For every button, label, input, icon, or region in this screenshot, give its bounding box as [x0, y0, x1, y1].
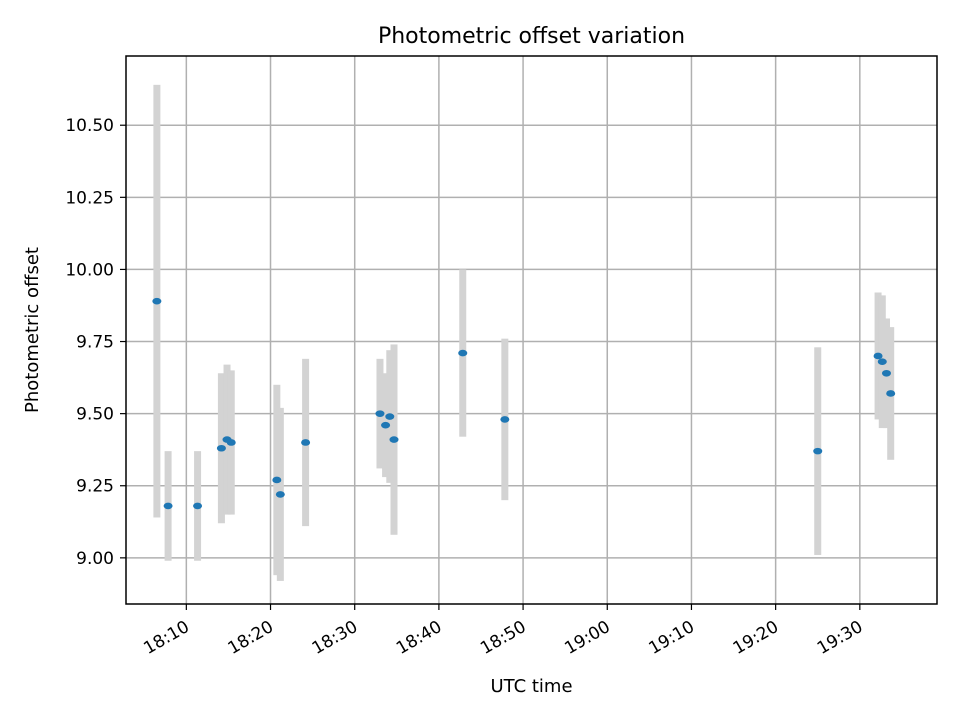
data-point: [877, 358, 887, 366]
x-axis-label: UTC time: [490, 676, 572, 697]
data-point: [873, 352, 883, 360]
y-tick-label: 9.75: [76, 333, 114, 353]
x-tick-label: 18:50: [477, 617, 529, 659]
y-tick-label: 10.25: [65, 188, 114, 208]
data-point: [886, 390, 896, 397]
x-tick-label: 18:20: [225, 617, 277, 659]
data-point: [389, 436, 399, 443]
y-tick-label: 9.50: [76, 405, 114, 425]
y-tick-label: 10.50: [65, 116, 114, 136]
x-tick-label: 18:40: [393, 617, 445, 659]
data-point: [381, 421, 391, 429]
data-point: [272, 476, 282, 484]
data-point: [458, 349, 468, 357]
data-point: [813, 447, 823, 455]
plot-frame: [125, 55, 938, 605]
x-tick-label: 19:30: [814, 617, 866, 659]
x-tick-label: 18:10: [140, 617, 192, 659]
point-layer: [152, 297, 896, 510]
x-tick-label: 19:00: [561, 617, 613, 659]
x-tick-label: 19:10: [646, 617, 698, 659]
data-point: [216, 444, 226, 452]
data-point: [385, 413, 395, 420]
x-tick-label: 19:20: [730, 617, 782, 659]
data-point: [301, 439, 311, 446]
data-point: [881, 369, 891, 377]
y-axis-label: Photometric offset: [22, 247, 43, 413]
data-point: [152, 297, 162, 305]
data-point: [193, 502, 203, 510]
data-point: [375, 410, 385, 417]
y-tick-label: 9.25: [76, 477, 114, 497]
y-tick-label: 9.00: [76, 549, 114, 569]
y-tick-label: 10.00: [65, 260, 114, 280]
data-point: [226, 439, 236, 446]
data-point: [163, 502, 173, 510]
x-tick-label: 18:30: [309, 617, 361, 659]
chart-title: Photometric offset variation: [378, 24, 685, 49]
grid-layer: [126, 56, 937, 604]
data-point: [500, 416, 510, 423]
data-point: [275, 491, 285, 498]
